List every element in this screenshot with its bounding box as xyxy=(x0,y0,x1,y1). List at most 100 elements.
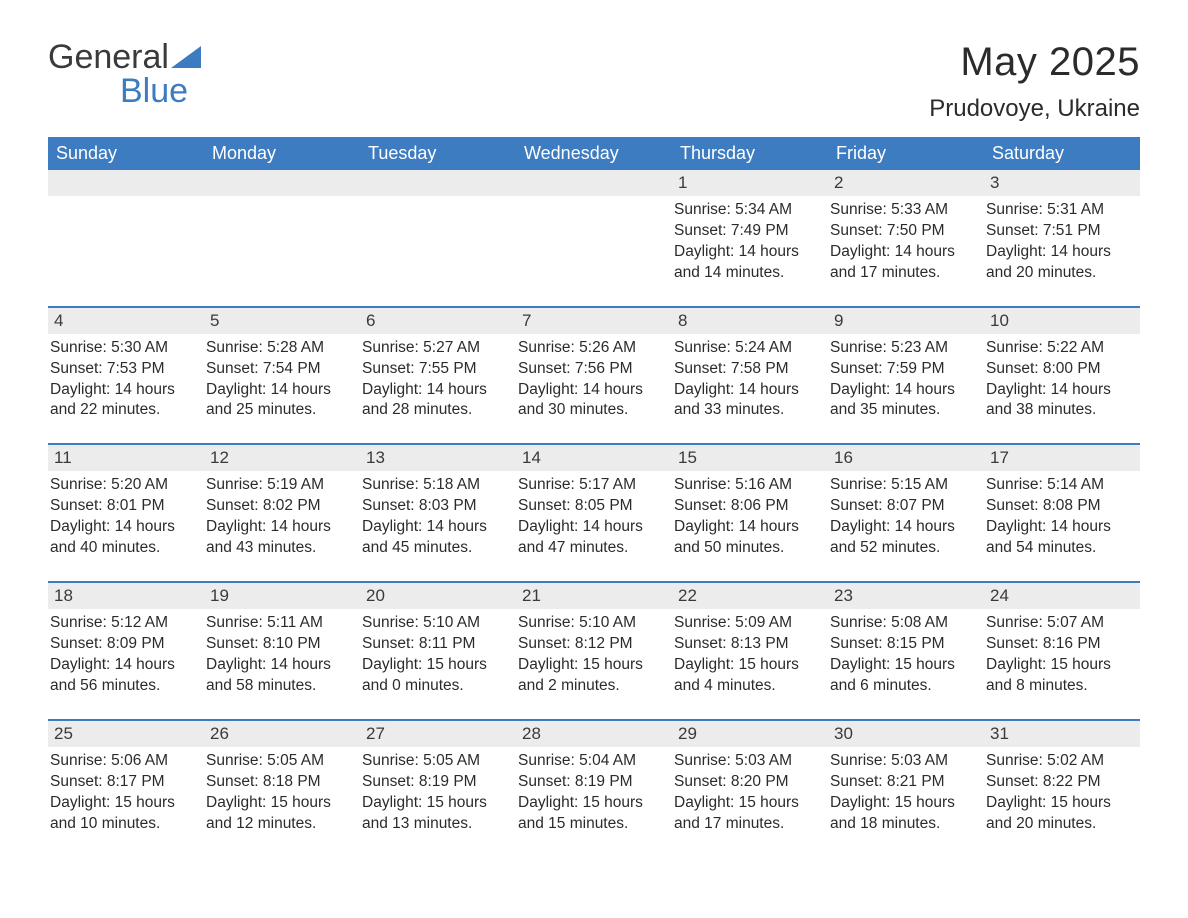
sunrise-text: Sunrise: 5:17 AM xyxy=(518,475,666,496)
daylight-text-1: Daylight: 14 hours xyxy=(206,655,354,676)
daylight-text-2: and 33 minutes. xyxy=(674,400,822,421)
sunrise-text: Sunrise: 5:09 AM xyxy=(674,613,822,634)
sunrise-text: Sunrise: 5:05 AM xyxy=(206,751,354,772)
sunset-text: Sunset: 8:06 PM xyxy=(674,496,822,517)
daylight-text-1: Daylight: 14 hours xyxy=(674,517,822,538)
day-number: 13 xyxy=(360,445,516,471)
sunrise-text: Sunrise: 5:30 AM xyxy=(50,338,198,359)
weekday-header: Sunday xyxy=(48,137,204,170)
weekday-header: Saturday xyxy=(984,137,1140,170)
daylight-text-2: and 8 minutes. xyxy=(986,676,1134,697)
sunset-text: Sunset: 8:20 PM xyxy=(674,772,822,793)
sunset-text: Sunset: 8:09 PM xyxy=(50,634,198,655)
sunrise-text: Sunrise: 5:14 AM xyxy=(986,475,1134,496)
daylight-text-2: and 47 minutes. xyxy=(518,538,666,559)
day-cell: Sunrise: 5:15 AMSunset: 8:07 PMDaylight:… xyxy=(828,471,984,559)
sunrise-text: Sunrise: 5:11 AM xyxy=(206,613,354,634)
day-number: 1 xyxy=(672,170,828,196)
day-number-row: ....123 xyxy=(48,170,1140,196)
daylight-text-2: and 35 minutes. xyxy=(830,400,978,421)
day-cell xyxy=(516,196,672,284)
sunrise-text: Sunrise: 5:03 AM xyxy=(674,751,822,772)
day-cell: Sunrise: 5:16 AMSunset: 8:06 PMDaylight:… xyxy=(672,471,828,559)
sunset-text: Sunset: 8:01 PM xyxy=(50,496,198,517)
sunrise-text: Sunrise: 5:27 AM xyxy=(362,338,510,359)
sunset-text: Sunset: 7:59 PM xyxy=(830,359,978,380)
sunrise-text: Sunrise: 5:03 AM xyxy=(830,751,978,772)
sunset-text: Sunset: 8:08 PM xyxy=(986,496,1134,517)
day-cell: Sunrise: 5:03 AMSunset: 8:21 PMDaylight:… xyxy=(828,747,984,835)
sunset-text: Sunset: 8:19 PM xyxy=(362,772,510,793)
day-cell: Sunrise: 5:04 AMSunset: 8:19 PMDaylight:… xyxy=(516,747,672,835)
daylight-text-2: and 15 minutes. xyxy=(518,814,666,835)
sunset-text: Sunset: 8:00 PM xyxy=(986,359,1134,380)
sunset-text: Sunset: 8:07 PM xyxy=(830,496,978,517)
daylight-text-2: and 38 minutes. xyxy=(986,400,1134,421)
logo-text: General Blue xyxy=(48,40,201,108)
day-number: 31 xyxy=(984,721,1140,747)
day-cell xyxy=(204,196,360,284)
daylight-text-2: and 17 minutes. xyxy=(674,814,822,835)
daylight-text-1: Daylight: 14 hours xyxy=(362,517,510,538)
sunrise-text: Sunrise: 5:24 AM xyxy=(674,338,822,359)
daylight-text-1: Daylight: 14 hours xyxy=(518,380,666,401)
daylight-text-1: Daylight: 14 hours xyxy=(206,380,354,401)
day-cell: Sunrise: 5:05 AMSunset: 8:19 PMDaylight:… xyxy=(360,747,516,835)
daylight-text-1: Daylight: 14 hours xyxy=(830,242,978,263)
sunrise-text: Sunrise: 5:12 AM xyxy=(50,613,198,634)
sunrise-text: Sunrise: 5:34 AM xyxy=(674,200,822,221)
logo: General Blue xyxy=(48,40,201,108)
daylight-text-1: Daylight: 14 hours xyxy=(50,517,198,538)
day-number: 7 xyxy=(516,308,672,334)
day-number: 18 xyxy=(48,583,204,609)
sunrise-text: Sunrise: 5:20 AM xyxy=(50,475,198,496)
sunset-text: Sunset: 8:11 PM xyxy=(362,634,510,655)
sunrise-text: Sunrise: 5:08 AM xyxy=(830,613,978,634)
day-number: 15 xyxy=(672,445,828,471)
day-number: 22 xyxy=(672,583,828,609)
daylight-text-1: Daylight: 15 hours xyxy=(518,793,666,814)
day-cell: Sunrise: 5:05 AMSunset: 8:18 PMDaylight:… xyxy=(204,747,360,835)
sunrise-text: Sunrise: 5:10 AM xyxy=(362,613,510,634)
daylight-text-1: Daylight: 15 hours xyxy=(830,793,978,814)
title-block: May 2025 Prudovoye, Ukraine xyxy=(929,40,1140,123)
calendar: Sunday Monday Tuesday Wednesday Thursday… xyxy=(48,137,1140,834)
weekday-header: Friday xyxy=(828,137,984,170)
weekday-header: Tuesday xyxy=(360,137,516,170)
day-cell: Sunrise: 5:23 AMSunset: 7:59 PMDaylight:… xyxy=(828,334,984,422)
sunset-text: Sunset: 7:51 PM xyxy=(986,221,1134,242)
sunrise-text: Sunrise: 5:33 AM xyxy=(830,200,978,221)
weekday-header: Monday xyxy=(204,137,360,170)
daylight-text-1: Daylight: 14 hours xyxy=(986,242,1134,263)
day-number: 28 xyxy=(516,721,672,747)
sunset-text: Sunset: 7:55 PM xyxy=(362,359,510,380)
day-number: 23 xyxy=(828,583,984,609)
day-cell: Sunrise: 5:10 AMSunset: 8:11 PMDaylight:… xyxy=(360,609,516,697)
daylight-text-1: Daylight: 14 hours xyxy=(518,517,666,538)
sunrise-text: Sunrise: 5:10 AM xyxy=(518,613,666,634)
day-number: 11 xyxy=(48,445,204,471)
sunset-text: Sunset: 8:17 PM xyxy=(50,772,198,793)
day-number: 10 xyxy=(984,308,1140,334)
daylight-text-2: and 14 minutes. xyxy=(674,263,822,284)
day-number: 19 xyxy=(204,583,360,609)
day-cell xyxy=(48,196,204,284)
sunset-text: Sunset: 8:03 PM xyxy=(362,496,510,517)
day-body-row: Sunrise: 5:12 AMSunset: 8:09 PM Daylight:… xyxy=(48,609,1140,697)
day-body-row: Sunrise: 5:06 AMSunset: 8:17 PM Daylight:… xyxy=(48,747,1140,835)
day-cell: Sunrise: 5:08 AMSunset: 8:15 PMDaylight:… xyxy=(828,609,984,697)
daylight-text-2: and 2 minutes. xyxy=(518,676,666,697)
daylight-text-1: Daylight: 15 hours xyxy=(362,793,510,814)
sunset-text: Sunset: 7:54 PM xyxy=(206,359,354,380)
sunrise-text: Sunrise: 5:18 AM xyxy=(362,475,510,496)
sunset-text: Sunset: 8:16 PM xyxy=(986,634,1134,655)
daylight-text-2: and 10 minutes. xyxy=(50,814,198,835)
daylight-text-2: and 45 minutes. xyxy=(362,538,510,559)
sunrise-text: Sunrise: 5:23 AM xyxy=(830,338,978,359)
sunrise-text: Sunrise: 5:06 AM xyxy=(50,751,198,772)
daylight-text-2: and 25 minutes. xyxy=(206,400,354,421)
day-cell: Sunrise: 5:30 AMSunset: 7:53 PMDaylight:… xyxy=(48,334,204,422)
sunset-text: Sunset: 8:02 PM xyxy=(206,496,354,517)
logo-word2: Blue xyxy=(120,72,188,110)
day-cell: Sunrise: 5:11 AMSunset: 8:10 PMDaylight:… xyxy=(204,609,360,697)
